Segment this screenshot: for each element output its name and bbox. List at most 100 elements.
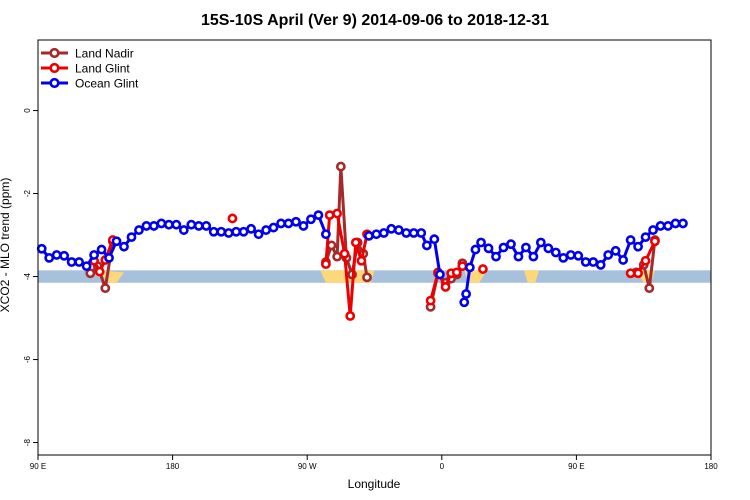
data-point-ocean-glint-3-5 (476, 237, 486, 248)
data-point-ocean-glint-3-24 (618, 255, 629, 265)
data-point-land-glint-3-5 (345, 311, 356, 321)
data-point-ocean-glint-1-39 (320, 229, 331, 240)
data-point-ocean-glint-1-35 (291, 216, 301, 227)
data-point-land-glint-3-7 (356, 255, 367, 266)
data-point-ocean-glint-2-9 (421, 240, 432, 251)
data-point-ocean-glint-1-17 (156, 218, 167, 229)
data-point-land-glint-4-5 (451, 267, 462, 278)
data-point-ocean-glint-1-20 (178, 225, 189, 235)
background-band-group (38, 270, 711, 283)
data-point-ocean-glint-3-14 (543, 243, 554, 254)
data-point-ocean-glint-3-12 (528, 251, 539, 262)
land-mask-region-4 (524, 270, 540, 283)
data-point-ocean-glint-1-6 (74, 257, 85, 267)
data-point-land-glint-3-1 (320, 259, 331, 269)
data-point-ocean-glint-3-6 (483, 243, 494, 254)
data-point-ocean-glint-2-6 (401, 228, 412, 238)
data-point-ocean-glint-1-32 (268, 222, 279, 233)
data-point-land-glint-3-2 (324, 210, 335, 221)
data-point-ocean-glint-3-15 (550, 247, 561, 258)
data-point-land-glint-4-1 (425, 295, 436, 306)
y-tick-label-4: -6 (23, 355, 32, 363)
data-point-ocean-glint-3-22 (603, 250, 614, 260)
data-point-ocean-glint-3-32 (678, 218, 688, 229)
data-point-ocean-glint-3-8 (498, 242, 509, 253)
y-tick-label-1: 0 (23, 108, 32, 113)
data-point-ocean-glint-3-10 (513, 251, 524, 262)
data-point-ocean-glint-1-3 (51, 250, 62, 260)
data-point-ocean-glint-1-31 (261, 225, 271, 235)
series-ocean-glint (36, 210, 688, 308)
data-point-ocean-glint-1-25 (216, 226, 227, 237)
data-point-ocean-glint-1-7 (81, 261, 92, 272)
data-point-ocean-glint-1-10 (104, 252, 114, 263)
data-point-ocean-glint-1-1 (36, 243, 47, 254)
data-point-land-nadir-2-4 (335, 161, 346, 172)
data-point-ocean-glint-1-5 (66, 257, 77, 267)
data-point-ocean-glint-3-27 (640, 232, 651, 243)
data-point-ocean-glint-1-16 (149, 221, 159, 231)
chart-title: 15S-10S April (Ver 9) 2014-09-06 to 2018… (201, 12, 549, 29)
data-point-land-glint-3-6 (350, 237, 361, 248)
data-point-ocean-glint-2-4 (386, 223, 397, 234)
land-mask-group (97, 270, 655, 283)
x-axis: 90 E 180 90 W 0 90 E 180 (30, 455, 718, 471)
data-point-ocean-glint-3-1 (459, 297, 470, 308)
data-point-ocean-glint-3-29 (655, 221, 666, 231)
data-point-ocean-glint-1-18 (163, 219, 174, 230)
data-point-ocean-glint-2-8 (416, 228, 427, 238)
data-point-ocean-glint-3-2 (461, 289, 472, 299)
x-tick-label-5: 90 E (568, 462, 584, 471)
data-point-ocean-glint-3-4 (470, 244, 481, 255)
data-point-ocean-glint-3-28 (648, 225, 658, 235)
data-point-ocean-glint-1-19 (171, 219, 182, 230)
data-point-land-glint-3-4 (339, 248, 350, 259)
data-point-ocean-glint-1-13 (126, 232, 137, 243)
data-point-ocean-glint-3-9 (506, 239, 516, 250)
data-point-land-glint-2-1 (227, 213, 238, 224)
data-point-land-glint-1-2 (94, 266, 105, 277)
data-point-ocean-glint-3-25 (625, 235, 636, 245)
data-point-ocean-glint-1-28 (238, 226, 249, 237)
legend-marker-land-nadir (49, 47, 60, 59)
data-point-land-nadir-1-1 (85, 268, 96, 279)
data-point-ocean-glint-1-23 (201, 221, 212, 231)
x-axis-label: Longitude (348, 477, 401, 491)
data-point-ocean-glint-3-30 (663, 221, 673, 231)
data-point-land-glint-6-4 (650, 236, 660, 247)
data-point-land-nadir-2-3 (332, 251, 343, 262)
x-tick-label-4: 0 (440, 462, 445, 471)
data-point-land-glint-4-6 (457, 261, 468, 272)
y-tick-label-5: -8 (23, 438, 32, 446)
data-point-ocean-glint-1-21 (186, 219, 197, 230)
y-axis: 0 -2 -4 -6 -8 (23, 108, 38, 446)
data-point-ocean-glint-3-21 (595, 260, 606, 270)
data-point-ocean-glint-1-30 (253, 229, 264, 240)
x-tick-label-1: 90 E (30, 462, 46, 471)
data-point-ocean-glint-2-1 (363, 230, 374, 241)
data-point-land-glint-6-2 (633, 268, 643, 279)
legend-marker-ocean-glint (49, 77, 60, 89)
data-point-ocean-glint-1-2 (44, 252, 55, 263)
series-group (36, 161, 688, 321)
data-point-ocean-glint-3-3 (464, 262, 475, 273)
data-point-ocean-glint-1-33 (276, 218, 286, 229)
data-point-land-glint-4-3 (440, 282, 451, 292)
data-point-ocean-glint-2-2 (371, 229, 382, 240)
legend-label-land-nadir: Land Nadir (75, 47, 134, 61)
legend-label-land-glint: Land Glint (75, 62, 130, 76)
data-point-ocean-glint-1-36 (298, 221, 309, 231)
data-point-ocean-glint-1-24 (208, 226, 219, 237)
data-point-ocean-glint-3-23 (610, 245, 621, 256)
y-axis-label: XCO2 - MLO trend (ppm) (0, 178, 12, 313)
data-point-ocean-glint-1-27 (231, 226, 242, 237)
data-point-land-glint-6-1 (625, 268, 636, 279)
data-point-ocean-glint-1-22 (193, 221, 204, 231)
data-point-ocean-glint-3-18 (573, 250, 584, 261)
data-point-ocean-glint-2-3 (378, 228, 389, 238)
plot-area (36, 161, 711, 321)
data-point-ocean-glint-3-20 (588, 257, 599, 267)
data-point-ocean-glint-1-4 (59, 250, 70, 261)
data-point-ocean-glint-3-16 (558, 252, 569, 263)
